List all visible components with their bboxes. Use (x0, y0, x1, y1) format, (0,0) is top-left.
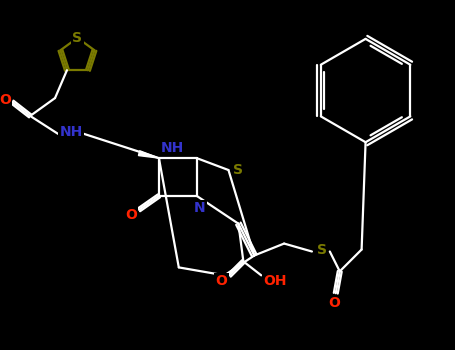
Text: NH: NH (59, 125, 82, 139)
Text: O: O (125, 208, 137, 222)
Text: N: N (194, 201, 206, 215)
Text: O: O (216, 274, 228, 288)
Text: NH: NH (161, 141, 184, 155)
Text: O: O (328, 296, 340, 310)
Text: OH: OH (263, 274, 287, 288)
Text: O: O (0, 93, 11, 107)
Text: S: S (72, 31, 82, 45)
Text: S: S (317, 243, 327, 257)
Polygon shape (138, 151, 159, 158)
Text: S: S (233, 163, 243, 177)
